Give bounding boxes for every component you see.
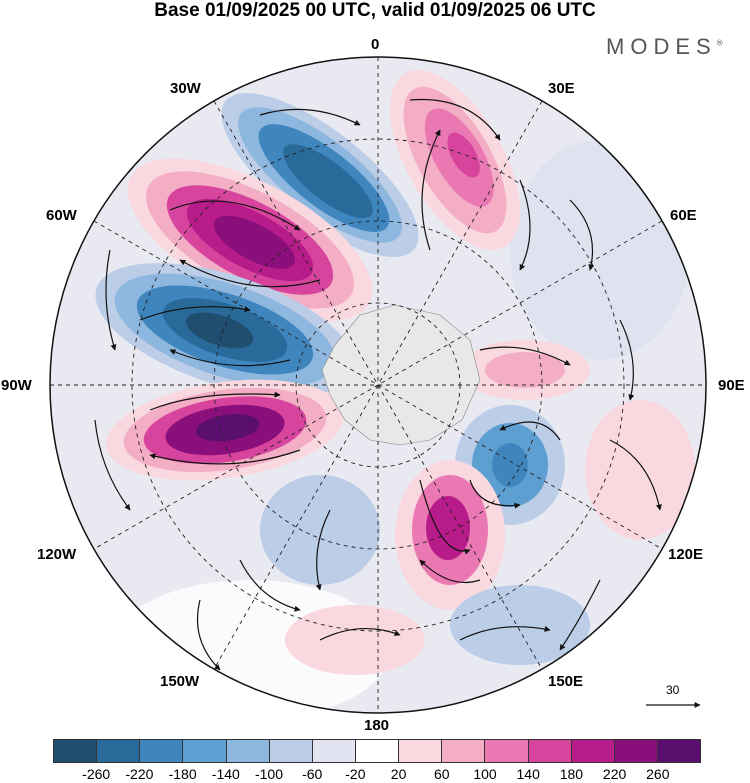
colorbar-tick-label: -260 — [82, 766, 111, 782]
colorbar-swatch — [571, 740, 615, 762]
colorbar-tick-label: -140 — [211, 766, 240, 782]
chart-title: Base 01/09/2025 00 UTC, valid 01/09/2025… — [154, 0, 596, 21]
lon-label-180: 180 — [364, 717, 390, 734]
lon-label-150w: 150W — [160, 673, 200, 690]
wind-vectors — [94, 98, 662, 671]
lon-label-0: 0 — [371, 36, 380, 53]
lon-label-150e: 150E — [548, 673, 584, 690]
modes-logo: MODES® — [606, 34, 723, 60]
colorbar-tick-label: 20 — [390, 766, 407, 782]
colorbar-swatch — [355, 740, 400, 762]
colorbar-tick-label: -20 — [345, 766, 366, 782]
colorbar — [53, 739, 701, 763]
colorbar-tick-label: 100 — [473, 766, 497, 782]
lon-label-90e: 90E — [718, 377, 745, 394]
colorbar-swatch — [226, 740, 270, 762]
colorbar-tick-label: 220 — [602, 766, 627, 782]
lon-label-60w: 60W — [46, 207, 77, 224]
colorbar-tick-label: 140 — [516, 766, 540, 782]
colorbar-swatch — [183, 740, 227, 762]
lon-label-120w: 120W — [37, 546, 77, 563]
colorbar-tick-label: -100 — [254, 766, 284, 782]
colorbar-swatch — [97, 740, 141, 762]
colorbar-tick-label: 60 — [434, 766, 450, 782]
colorbar-tick-label: -180 — [168, 766, 197, 782]
colorbar-tick-label: -60 — [302, 766, 323, 782]
brand-text: MODES — [606, 34, 717, 59]
lon-label-30w: 30W — [170, 80, 201, 97]
colorbar-swatch — [140, 740, 184, 762]
colorbar-swatch — [269, 740, 313, 762]
anomaly-field — [50, 57, 706, 713]
reference-vector-label: 30 — [666, 683, 680, 697]
lon-label-60e: 60E — [670, 207, 697, 224]
colorbar-swatch — [54, 740, 98, 762]
colorbar-tick-label: 260 — [646, 766, 670, 782]
map-boundary — [49, 56, 707, 714]
colorbar-swatch — [657, 740, 701, 762]
lon-label-120e: 120E — [668, 546, 704, 563]
colorbar-swatch — [312, 740, 356, 762]
colorbar-swatch — [442, 740, 486, 762]
brand-registered-mark: ® — [716, 38, 723, 48]
colorbar-swatch — [399, 740, 443, 762]
colorbar-tick-label: -220 — [125, 766, 154, 782]
lon-label-90w: 90W — [1, 377, 32, 394]
colorbar-swatch — [485, 740, 529, 762]
colorbar-swatch — [614, 740, 658, 762]
colorbar-tick-label: 180 — [559, 766, 584, 782]
colorbar-swatch — [528, 740, 572, 762]
colorbar-tick-labels: -260 -220 -180 -140 -100 -60 -20 20 60 100 140 180 2… — [53, 766, 701, 782]
lon-label-30e: 30E — [548, 80, 575, 97]
